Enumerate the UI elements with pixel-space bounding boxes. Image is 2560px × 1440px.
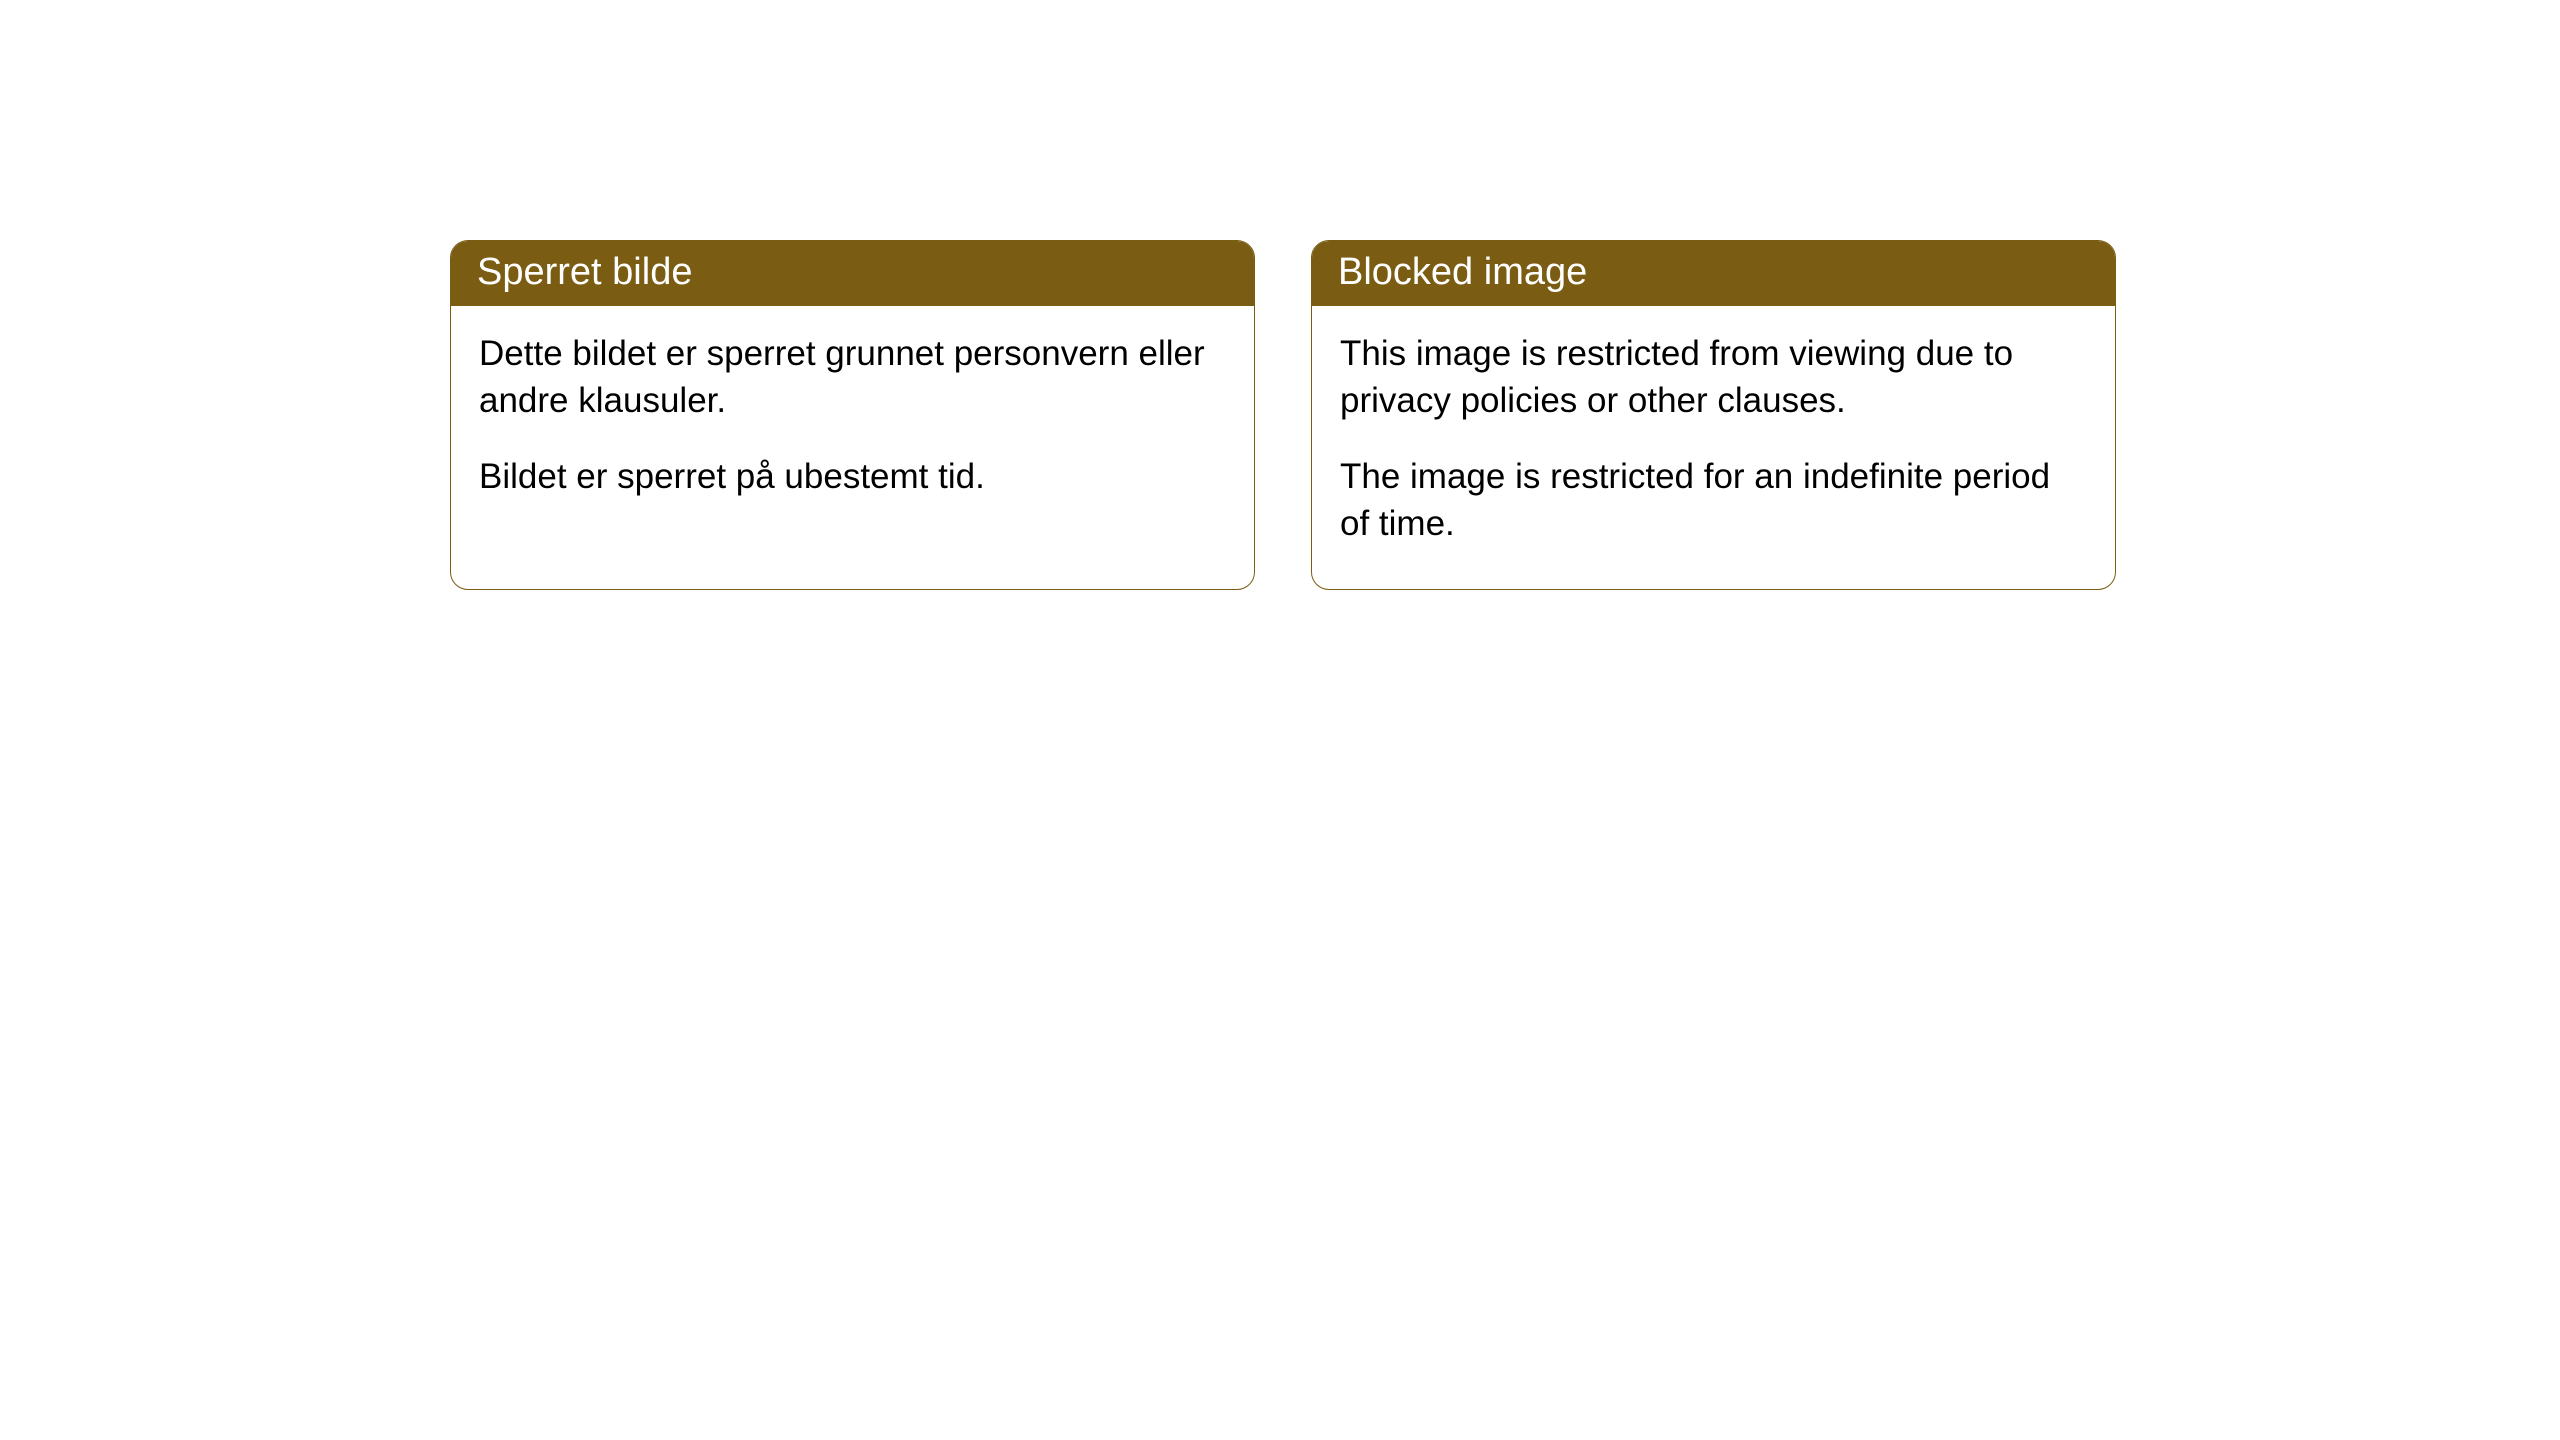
blocked-image-card-english: Blocked image This image is restricted f… [1311, 240, 2116, 590]
blocked-image-card-norwegian: Sperret bilde Dette bildet er sperret gr… [450, 240, 1255, 590]
card-header: Blocked image [1312, 241, 2115, 306]
card-body: This image is restricted from viewing du… [1312, 306, 2115, 589]
card-body: Dette bildet er sperret grunnet personve… [451, 306, 1254, 542]
blocked-image-cards: Sperret bilde Dette bildet er sperret gr… [450, 240, 2560, 590]
card-header: Sperret bilde [451, 241, 1254, 306]
card-text-line-1: This image is restricted from viewing du… [1340, 330, 2087, 425]
card-text-line-2: Bildet er sperret på ubestemt tid. [479, 453, 1226, 500]
card-text-line-2: The image is restricted for an indefinit… [1340, 453, 2087, 548]
card-text-line-1: Dette bildet er sperret grunnet personve… [479, 330, 1226, 425]
